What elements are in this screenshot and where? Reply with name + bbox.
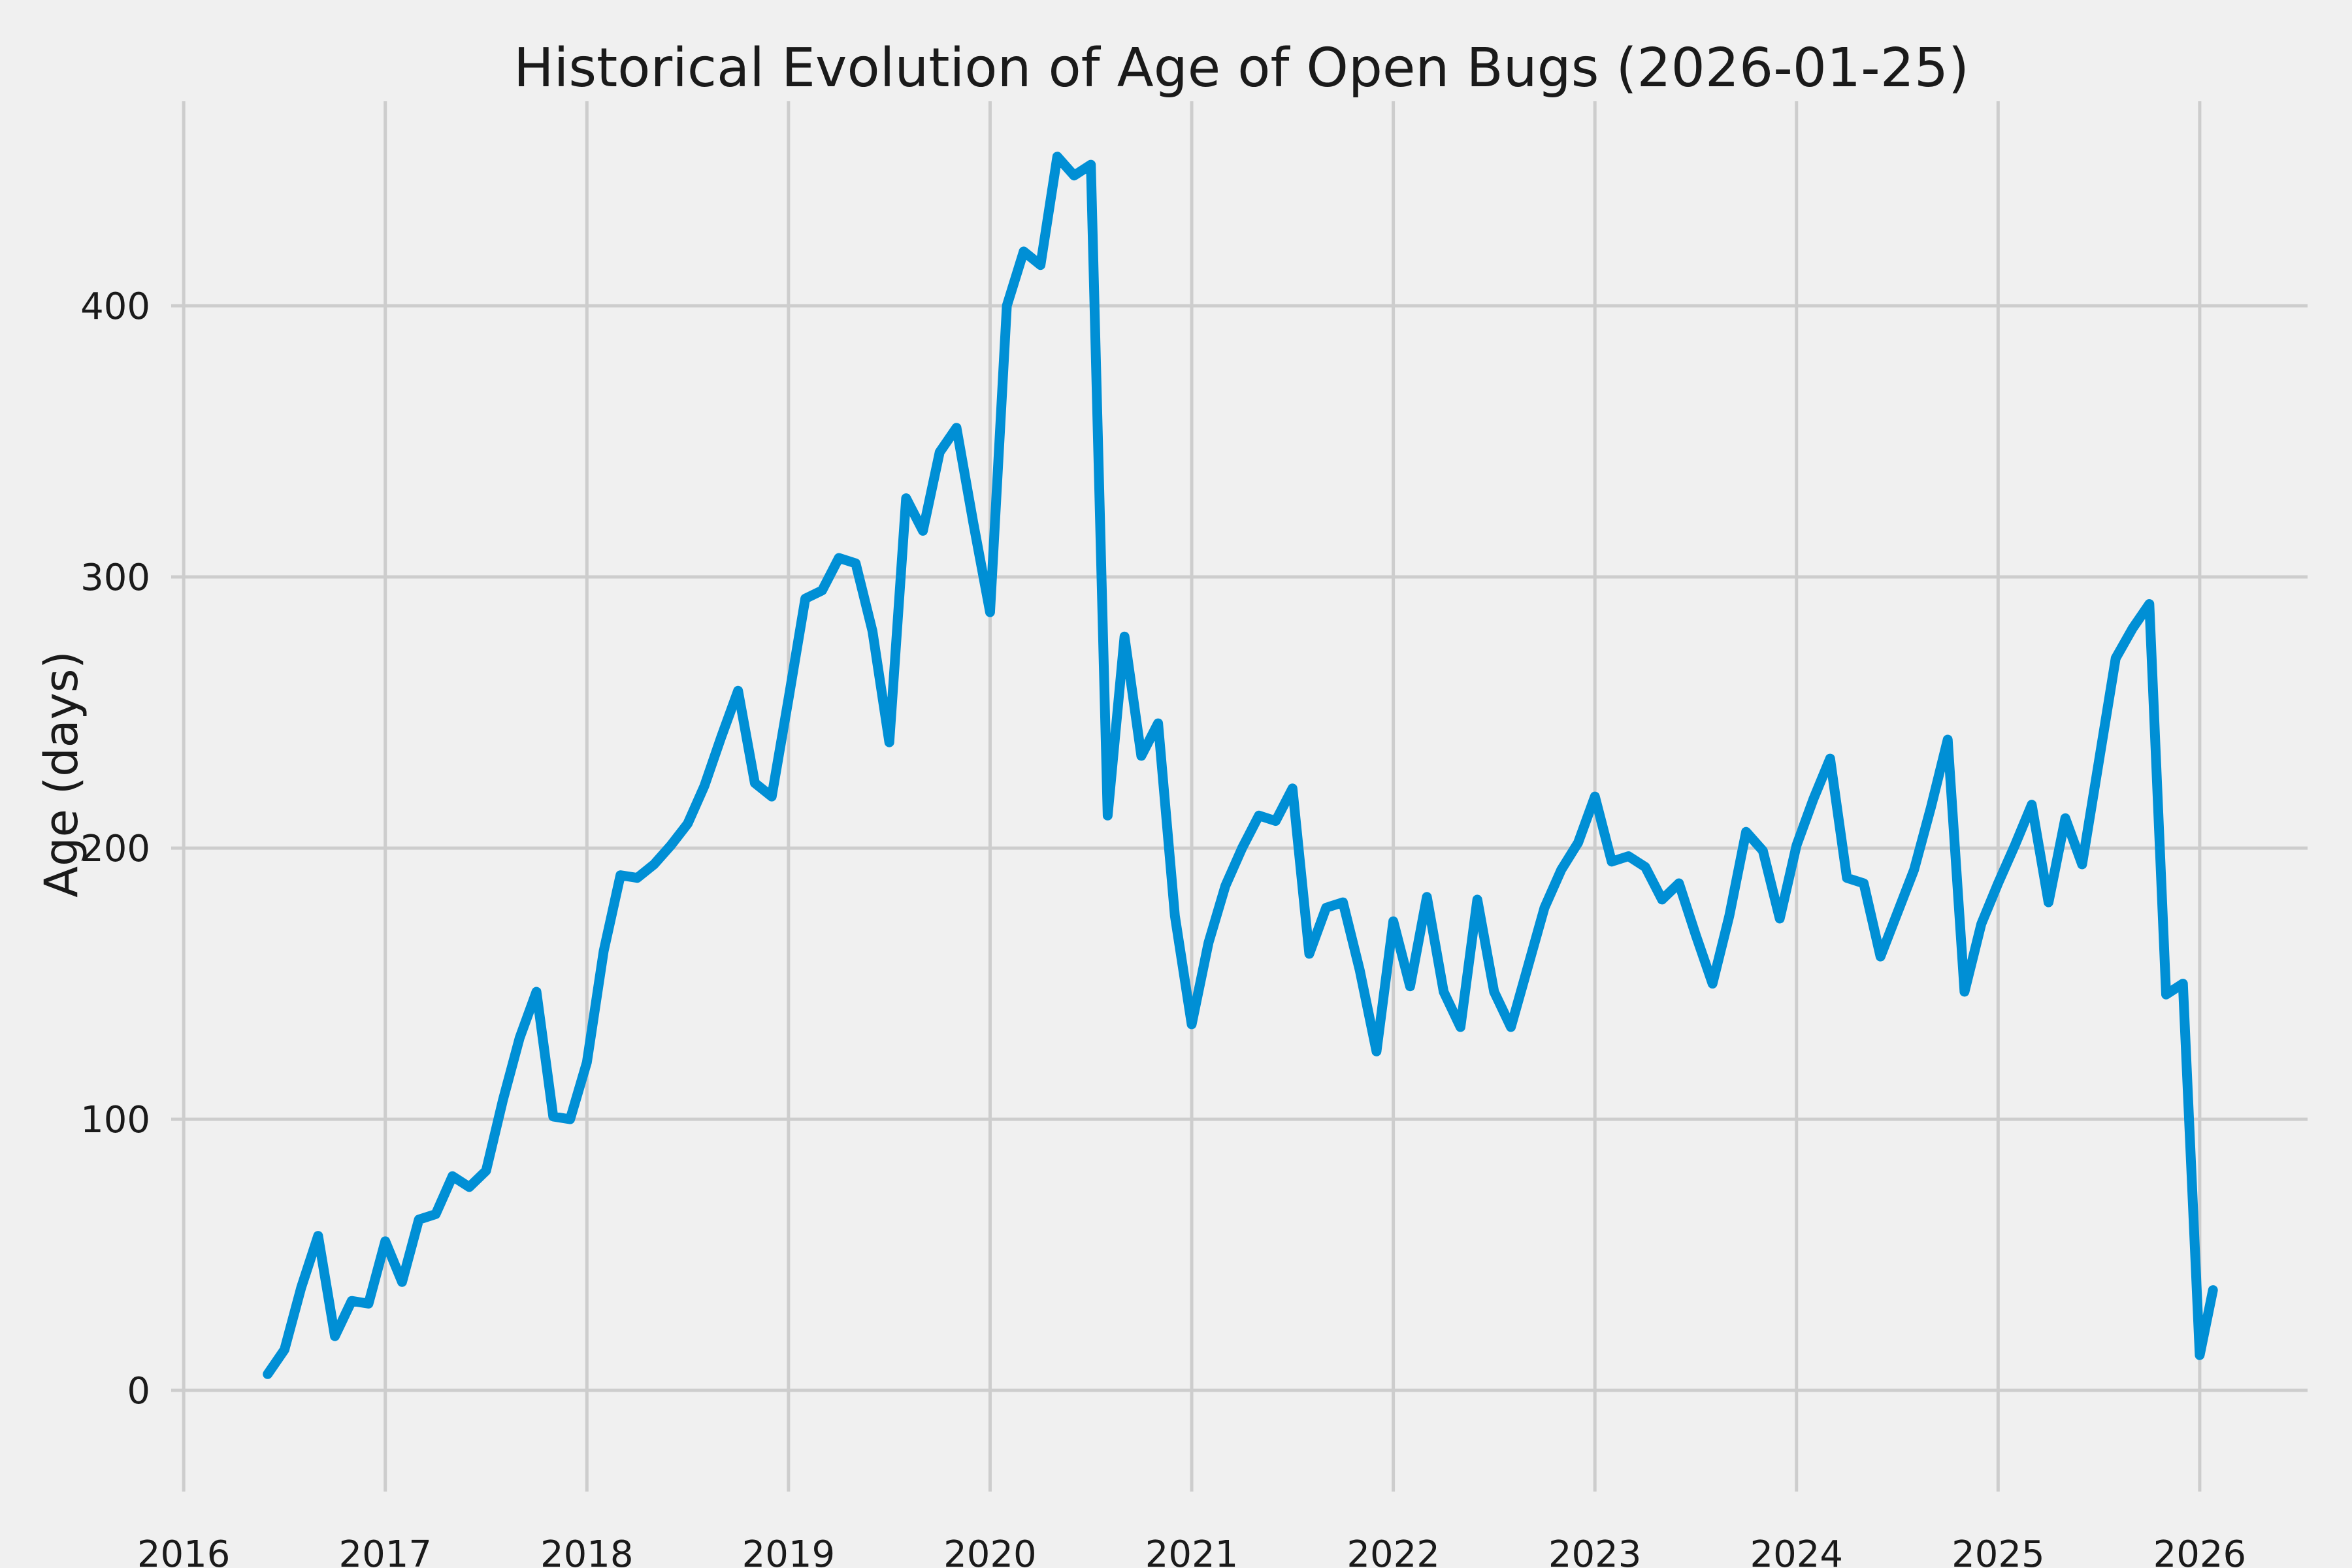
y-tick-label: 400 bbox=[80, 286, 150, 328]
y-tick-label: 200 bbox=[80, 828, 150, 870]
tick-labels: 2016 2017 2018 2019 2020 2021 2022 2023 2024 2025… bbox=[80, 286, 2246, 1568]
x-tick-label: 2020 bbox=[943, 1533, 1037, 1568]
x-tick-label: 2021 bbox=[1145, 1533, 1239, 1568]
y-axis-label: Age (days) bbox=[35, 651, 88, 897]
x-tick-label: 2017 bbox=[338, 1533, 432, 1568]
data-series bbox=[263, 152, 2218, 1379]
x-tick-label: 2018 bbox=[540, 1533, 634, 1568]
y-tick-label: 0 bbox=[127, 1370, 150, 1413]
y-tick-label: 300 bbox=[80, 557, 150, 599]
chart-title: Historical Evolution of Age of Open Bugs… bbox=[514, 37, 1969, 99]
gridlines bbox=[171, 101, 2308, 1492]
x-tick-label: 2025 bbox=[1952, 1533, 2045, 1568]
x-tick-label: 2019 bbox=[742, 1533, 836, 1568]
y-tick-label: 100 bbox=[80, 1099, 150, 1141]
x-tick-label: 2016 bbox=[137, 1533, 231, 1568]
x-tick-label: 2024 bbox=[1750, 1533, 1843, 1568]
x-tick-label: 2026 bbox=[2153, 1533, 2247, 1568]
x-tick-label: 2023 bbox=[1548, 1533, 1642, 1568]
x-tick-label: 2022 bbox=[1347, 1533, 1440, 1568]
data-line bbox=[263, 152, 2218, 1379]
